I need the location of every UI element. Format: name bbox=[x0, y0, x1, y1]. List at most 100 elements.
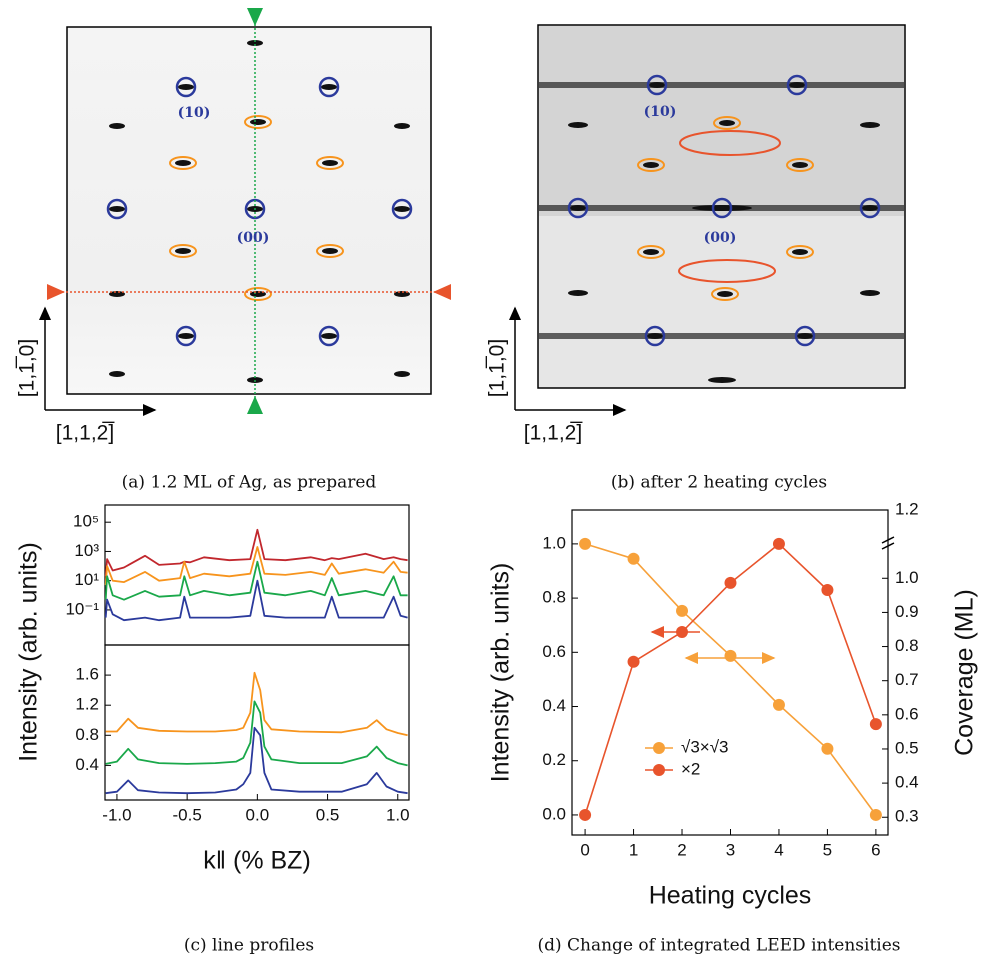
y2-tick-label: 1.2 bbox=[895, 499, 919, 518]
x-tick-label: 1 bbox=[629, 840, 638, 859]
y-tick-label: 10¹ bbox=[74, 570, 99, 589]
y-tick-label: 0.8 bbox=[75, 725, 99, 744]
spot bbox=[643, 249, 659, 255]
spot-marker bbox=[316, 156, 344, 170]
y-tick-label: 0.0 bbox=[542, 804, 566, 823]
spot-marker bbox=[318, 325, 340, 347]
y2-tick-label: 0.6 bbox=[895, 704, 919, 723]
spot bbox=[862, 205, 878, 211]
spot-marker bbox=[637, 158, 665, 172]
spot-marker bbox=[637, 245, 665, 259]
caption: (a) 1.2 ML of Ag, as prepared bbox=[122, 473, 377, 493]
spot bbox=[649, 82, 665, 88]
highlight-ellipse bbox=[679, 130, 781, 156]
y-tick-label: 1.6 bbox=[75, 665, 99, 684]
y-tick-label: 1.0 bbox=[542, 533, 566, 552]
spot bbox=[692, 205, 752, 211]
spot-marker bbox=[644, 325, 666, 347]
spot-marker bbox=[175, 325, 197, 347]
series-line bbox=[105, 700, 408, 767]
x-tick-label: 0.5 bbox=[316, 805, 340, 824]
spot bbox=[322, 160, 338, 166]
spot bbox=[568, 122, 588, 128]
series-line bbox=[104, 579, 408, 622]
caption: (c) line profiles bbox=[184, 936, 314, 956]
leed-spots bbox=[106, 40, 413, 383]
spot bbox=[321, 84, 337, 90]
y-axis-title: Intensity (arb. units) bbox=[487, 563, 515, 783]
spot-label: (00) bbox=[704, 230, 737, 246]
spot-marker bbox=[318, 76, 340, 98]
direction-label: [1,1̅,0] bbox=[16, 339, 39, 397]
caption: (b) after 2 heating cycles bbox=[611, 473, 827, 493]
spot-marker bbox=[859, 197, 881, 219]
spot bbox=[570, 205, 586, 211]
series-line bbox=[104, 546, 408, 586]
spot-marker bbox=[713, 116, 741, 130]
spot-marker bbox=[711, 197, 733, 219]
panel-b: (10) (00) [1,1̅,0] [1,1,2̅] (b) after 2 … bbox=[486, 24, 906, 493]
spot bbox=[643, 162, 659, 168]
spot bbox=[322, 248, 338, 254]
spot bbox=[178, 84, 194, 90]
spot-marker bbox=[786, 158, 814, 172]
y2-tick-label: 0.4 bbox=[895, 773, 919, 792]
legend-marker bbox=[653, 764, 665, 776]
data-point bbox=[821, 583, 834, 596]
data-point bbox=[772, 698, 785, 711]
panel-a: (10) (00) [1,1̅,0] [1,1,2̅] (a) 1.2 ML o… bbox=[16, 8, 451, 493]
data-point bbox=[869, 718, 882, 731]
y-tick-label: 10³ bbox=[74, 541, 99, 560]
spot bbox=[321, 333, 337, 339]
highlight-ellipse bbox=[678, 259, 776, 283]
data-point bbox=[772, 537, 785, 550]
spot bbox=[109, 291, 125, 297]
y2-tick-label: 0.3 bbox=[895, 807, 919, 826]
spot bbox=[647, 333, 663, 339]
charts: 10⁻¹ 10¹ 10³ 10⁵ 0.4 0.8 1.2 1.6 -1.0 -0.5 0.0 0.5 1… bbox=[15, 499, 979, 909]
spot bbox=[719, 120, 735, 126]
data-point bbox=[869, 808, 882, 821]
spot-marker bbox=[175, 76, 197, 98]
data-point bbox=[724, 576, 737, 589]
leed-spots bbox=[539, 74, 904, 383]
spot-marker bbox=[794, 325, 816, 347]
spot-marker bbox=[391, 198, 413, 220]
y-axis-title: Intensity (arb. units) bbox=[15, 542, 43, 762]
spot bbox=[109, 206, 125, 212]
spot bbox=[568, 290, 588, 296]
legend-label: ×2 bbox=[681, 759, 700, 778]
spot-marker bbox=[786, 74, 808, 96]
spot bbox=[109, 371, 125, 377]
spot bbox=[175, 160, 191, 166]
x-axis-title: Heating cycles bbox=[649, 882, 812, 910]
y2-tick-label: 0.7 bbox=[895, 670, 919, 689]
y-tick-label: 0.4 bbox=[75, 755, 99, 774]
spot bbox=[717, 291, 733, 297]
spot bbox=[394, 371, 410, 377]
spot-marker bbox=[169, 244, 197, 258]
legend-marker bbox=[653, 742, 665, 754]
y-tick-label: 0.2 bbox=[542, 750, 566, 769]
data-point bbox=[579, 537, 592, 550]
spot-marker bbox=[244, 115, 272, 129]
spot bbox=[860, 122, 880, 128]
y-tick-label: 0.6 bbox=[542, 642, 566, 661]
spot bbox=[797, 333, 813, 339]
y2-tick-label: 0.8 bbox=[895, 636, 919, 655]
data-point bbox=[676, 604, 689, 617]
direction-label: [1,1,2̅] bbox=[56, 422, 116, 445]
spot bbox=[250, 119, 266, 125]
plot-frame bbox=[571, 509, 889, 836]
spot bbox=[175, 248, 191, 254]
x-tick-label: 0 bbox=[580, 840, 589, 859]
y-tick-label: 0.8 bbox=[542, 588, 566, 607]
spot-label: (10) bbox=[178, 105, 211, 121]
spot bbox=[708, 377, 736, 383]
spot bbox=[860, 290, 880, 296]
x-tick-label: 5 bbox=[823, 840, 832, 859]
direction-label: [1,1̅,0] bbox=[486, 339, 509, 397]
y2-tick-label: 1.0 bbox=[895, 568, 919, 587]
spot bbox=[394, 206, 410, 212]
